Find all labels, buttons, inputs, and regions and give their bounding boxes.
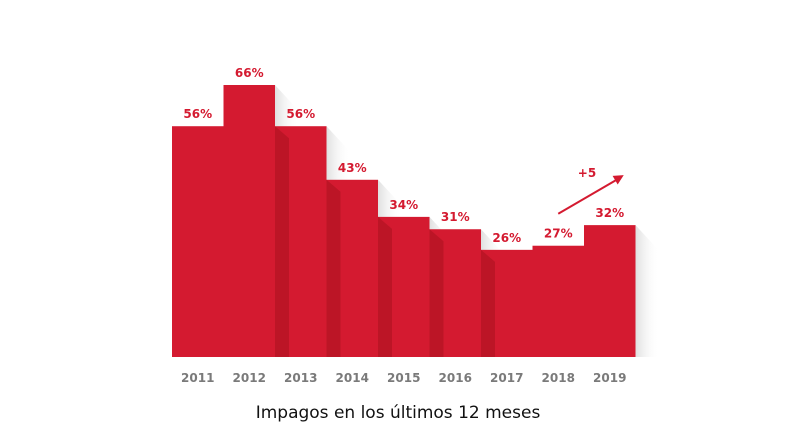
bar-depth-shade <box>378 216 392 357</box>
value-label-2013: 56% <box>286 107 315 121</box>
bar-2019 <box>584 225 636 357</box>
value-label-2015: 34% <box>389 198 418 212</box>
x-tick-2015: 2015 <box>387 371 420 385</box>
bar-2011 <box>172 126 224 357</box>
x-tick-2013: 2013 <box>284 371 317 385</box>
x-tick-2011: 2011 <box>181 371 214 385</box>
bar-depth-shade <box>481 249 495 357</box>
x-tick-2018: 2018 <box>542 371 575 385</box>
bar-depth-shade <box>275 126 289 357</box>
x-tick-labels: 2011 2012 2013 2014 2015 2016 2017 2018 2019 <box>181 371 626 385</box>
value-label-2017: 26% <box>492 231 521 245</box>
bar-depth-shade <box>326 179 341 357</box>
bar-shadow <box>635 225 660 357</box>
value-label-2014: 43% <box>338 161 367 175</box>
value-label-2011: 56% <box>183 107 212 121</box>
bars-group <box>172 85 636 357</box>
x-tick-2014: 2014 <box>336 371 369 385</box>
trend-arrow-line <box>557 178 619 215</box>
value-label-2016: 31% <box>441 210 470 224</box>
trend-annotation-label: +5 <box>578 166 596 180</box>
value-label-2019: 32% <box>595 206 624 220</box>
bar-2012 <box>223 85 275 357</box>
trend-annotation: +5 <box>557 166 624 215</box>
x-tick-2017: 2017 <box>490 371 523 385</box>
bar-depth-shade <box>429 229 444 357</box>
value-labels: 56% 66% 56% 43% 34% 31% 26% 27% 32% <box>183 66 624 245</box>
value-label-2012: 66% <box>235 66 264 80</box>
chart-caption: Impagos en los últimos 12 meses <box>255 403 541 423</box>
value-label-2018: 27% <box>544 227 573 241</box>
bar-2018 <box>532 245 584 357</box>
x-tick-2012: 2012 <box>233 371 266 385</box>
x-tick-2019: 2019 <box>593 371 626 385</box>
x-tick-2016: 2016 <box>439 371 472 385</box>
trend-arrow-head-icon <box>612 175 624 185</box>
